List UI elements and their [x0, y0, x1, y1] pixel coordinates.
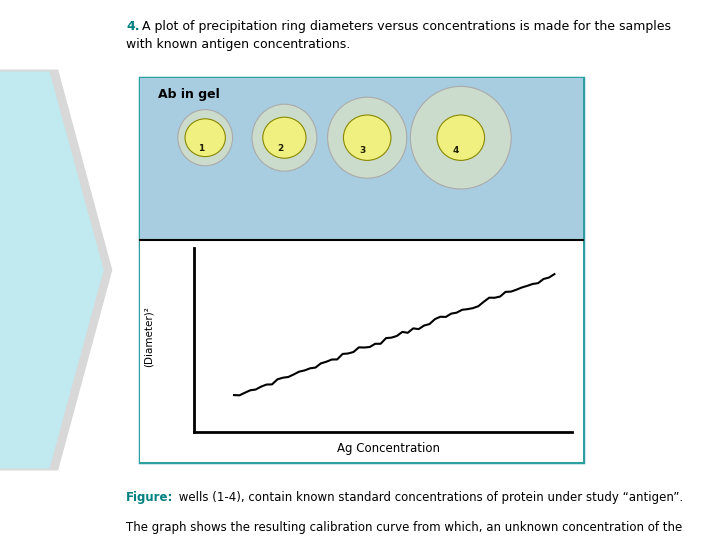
Text: 2: 2	[277, 145, 283, 153]
Ellipse shape	[185, 119, 225, 157]
Ellipse shape	[178, 110, 233, 166]
Text: Figure:: Figure:	[126, 491, 174, 504]
Bar	[140, 78, 583, 240]
Bar	[140, 240, 583, 462]
Polygon shape	[0, 72, 103, 468]
Ellipse shape	[343, 115, 391, 160]
Text: Ag Concentration: Ag Concentration	[337, 442, 441, 455]
Text: Ab in gel: Ab in gel	[158, 88, 220, 101]
Text: 1: 1	[198, 144, 204, 153]
Ellipse shape	[263, 117, 306, 158]
Text: The graph shows the resulting calibration curve from which, an unknown concentra: The graph shows the resulting calibratio…	[126, 521, 683, 534]
Text: (Diameter)²: (Diameter)²	[144, 306, 154, 367]
Text: A plot of precipitation ring diameters versus concentrations is made for the sam: A plot of precipitation ring diameters v…	[142, 20, 671, 33]
Text: 3: 3	[359, 146, 366, 154]
FancyBboxPatch shape	[140, 78, 583, 462]
Ellipse shape	[252, 104, 317, 171]
Ellipse shape	[410, 86, 511, 189]
Ellipse shape	[328, 97, 407, 178]
Text: 4.: 4.	[126, 20, 140, 33]
Polygon shape	[0, 70, 112, 470]
Text: with known antigen concentrations.: with known antigen concentrations.	[126, 38, 350, 51]
Ellipse shape	[437, 115, 485, 160]
Text: wells (1-4), contain known standard concentrations of protein under study “antig: wells (1-4), contain known standard conc…	[175, 491, 683, 504]
Text: 4: 4	[453, 146, 459, 154]
